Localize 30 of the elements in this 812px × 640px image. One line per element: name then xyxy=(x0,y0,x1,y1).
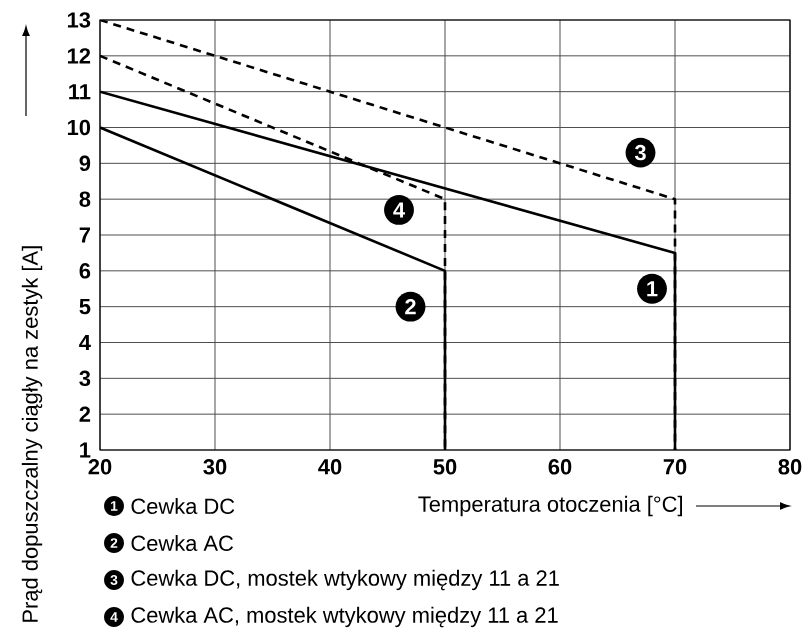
y-axis-title: Prąd dopuszczalny ciągły na zestyk [A] xyxy=(21,246,43,622)
y-tick-label: 5 xyxy=(79,299,91,315)
x-tick-label: 80 xyxy=(778,459,802,475)
legend-label: Cewka DC, mostek wtykowy między 11 a 21 xyxy=(131,569,559,591)
x-tick-label: 50 xyxy=(433,459,457,475)
y-tick-label: 11 xyxy=(69,84,91,100)
annotation: 1 xyxy=(647,281,658,297)
y-tick-label: 8 xyxy=(79,191,91,207)
legend-label: Cewka AC xyxy=(131,534,234,552)
x-tick-label: 40 xyxy=(318,459,342,475)
annotation: 4 xyxy=(393,202,405,218)
x-tick-label: 60 xyxy=(548,459,572,475)
y-tick-label: 6 xyxy=(79,263,91,279)
y-tick-label: 3 xyxy=(79,370,91,387)
y-tick-label: 9 xyxy=(79,155,91,172)
y-tick-label: 10 xyxy=(67,119,91,136)
y-tick-label: 7 xyxy=(79,227,90,243)
y-tick-label: 13 xyxy=(67,12,91,28)
y-tick-label: 4 xyxy=(79,334,91,351)
annotation: 3 xyxy=(634,144,646,161)
annotation: 2 xyxy=(405,299,416,315)
y-tick-label: 2 xyxy=(79,406,91,422)
legend-label: Cewka DC xyxy=(131,497,235,515)
y-tick-label: 12 xyxy=(67,48,91,64)
x-tick-label: 30 xyxy=(203,459,227,475)
x-axis-title: Temperatura otoczenia [°C] xyxy=(418,495,682,517)
x-tick-label: 20 xyxy=(88,459,112,475)
x-tick-label: 70 xyxy=(663,459,687,475)
y-tick-label: 1 xyxy=(80,442,91,458)
legend-label: Cewka AC, mostek wtykowy między 11 a 21 xyxy=(131,606,558,628)
